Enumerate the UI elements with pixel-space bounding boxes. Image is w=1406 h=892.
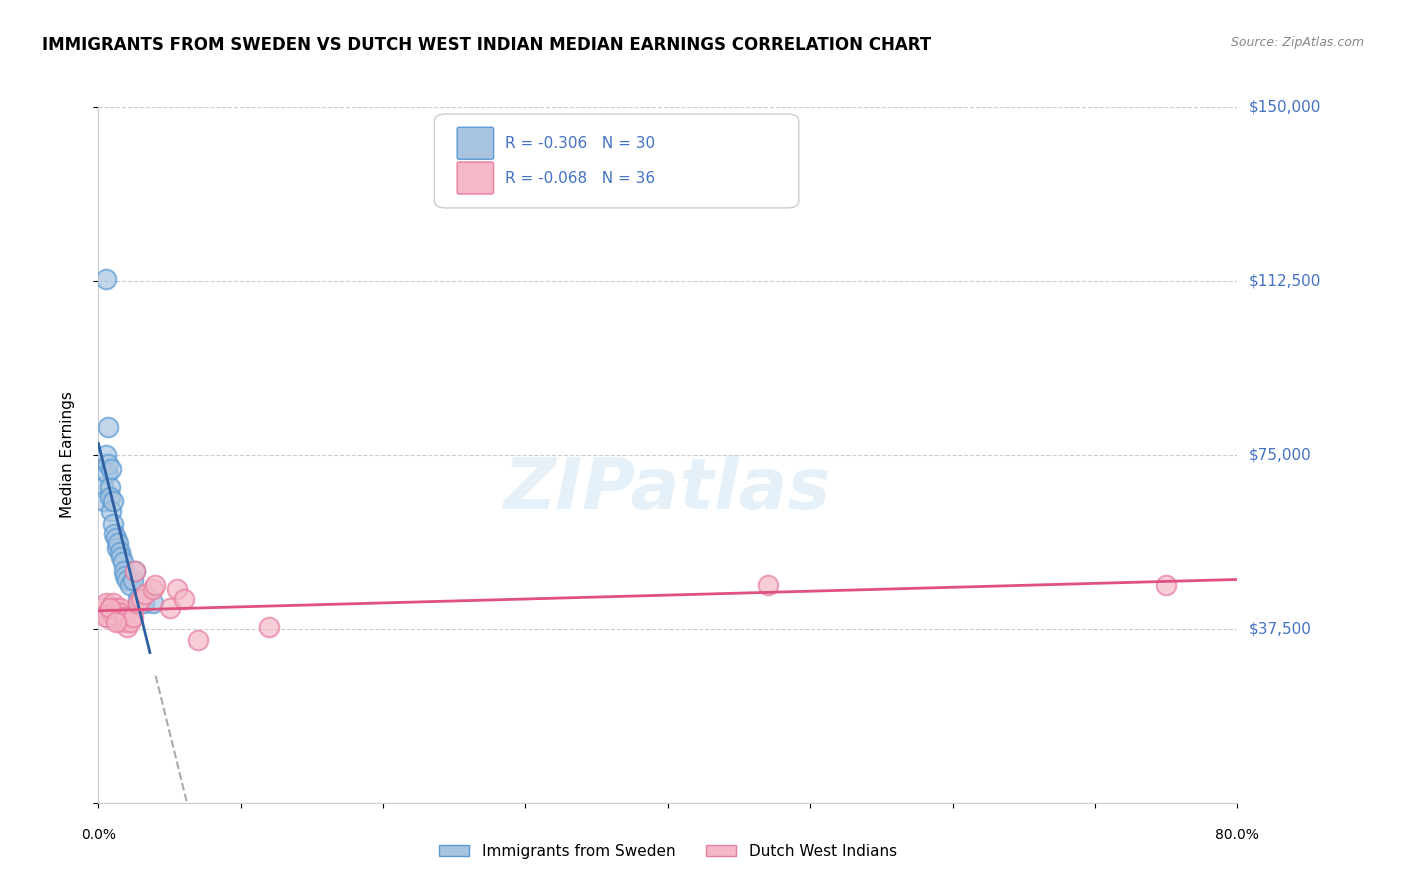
- Point: [97, 420, 120, 434]
- Text: $150,000: $150,000: [1249, 100, 1320, 114]
- Point: [108, 610, 131, 624]
- Text: $75,000: $75,000: [1249, 448, 1312, 462]
- Point: [94, 448, 117, 462]
- Point: [114, 568, 136, 582]
- Point: [132, 596, 155, 610]
- Point: [115, 573, 138, 587]
- Point: [111, 555, 134, 569]
- Text: 0.0%: 0.0%: [82, 828, 115, 842]
- Point: [94, 610, 117, 624]
- Point: [756, 578, 779, 592]
- Point: [127, 591, 149, 606]
- Point: [97, 457, 120, 471]
- Text: Source: ZipAtlas.com: Source: ZipAtlas.com: [1230, 36, 1364, 49]
- Point: [94, 271, 117, 285]
- Point: [108, 601, 131, 615]
- Point: [100, 503, 122, 517]
- Point: [96, 467, 118, 481]
- Y-axis label: Median Earnings: Median Earnings: [60, 392, 75, 518]
- Point: [105, 541, 128, 555]
- FancyBboxPatch shape: [457, 162, 494, 194]
- Point: [101, 596, 124, 610]
- FancyBboxPatch shape: [457, 128, 494, 159]
- Point: [100, 606, 122, 620]
- Point: [124, 564, 146, 578]
- Point: [98, 601, 121, 615]
- Text: $37,500: $37,500: [1249, 622, 1312, 636]
- Point: [110, 606, 132, 620]
- Point: [103, 610, 125, 624]
- Legend: Immigrants from Sweden, Dutch West Indians: Immigrants from Sweden, Dutch West India…: [433, 838, 903, 864]
- Point: [115, 619, 138, 633]
- Point: [93, 494, 115, 508]
- Point: [94, 596, 117, 610]
- Point: [101, 517, 124, 532]
- Point: [121, 610, 143, 624]
- Point: [105, 606, 128, 620]
- Point: [91, 601, 114, 615]
- Point: [118, 615, 141, 629]
- Text: R = -0.306   N = 30: R = -0.306 N = 30: [505, 136, 655, 151]
- Point: [107, 536, 129, 550]
- Point: [121, 573, 143, 587]
- Point: [98, 601, 121, 615]
- Point: [159, 601, 181, 615]
- Point: [104, 615, 127, 629]
- Point: [134, 587, 156, 601]
- Text: IMMIGRANTS FROM SWEDEN VS DUTCH WEST INDIAN MEDIAN EARNINGS CORRELATION CHART: IMMIGRANTS FROM SWEDEN VS DUTCH WEST IND…: [42, 36, 931, 54]
- Point: [97, 610, 120, 624]
- Point: [145, 578, 167, 592]
- Point: [108, 615, 131, 629]
- Point: [98, 490, 121, 504]
- Point: [114, 610, 136, 624]
- Point: [129, 591, 152, 606]
- Point: [104, 532, 127, 546]
- Point: [1154, 578, 1177, 592]
- Point: [104, 601, 127, 615]
- Point: [124, 564, 146, 578]
- Text: $112,500: $112,500: [1249, 274, 1320, 288]
- Point: [100, 462, 122, 476]
- FancyBboxPatch shape: [434, 114, 799, 208]
- Point: [112, 564, 135, 578]
- Point: [118, 578, 141, 592]
- Text: 80.0%: 80.0%: [1215, 828, 1260, 842]
- Point: [112, 615, 135, 629]
- Point: [108, 545, 131, 559]
- Point: [173, 591, 195, 606]
- Point: [141, 596, 163, 610]
- Point: [111, 610, 134, 624]
- Point: [141, 582, 163, 597]
- Point: [101, 494, 124, 508]
- Point: [127, 596, 149, 610]
- Point: [110, 549, 132, 564]
- Point: [98, 480, 121, 494]
- Point: [166, 582, 188, 597]
- Text: R = -0.068   N = 36: R = -0.068 N = 36: [505, 170, 655, 186]
- Point: [107, 610, 129, 624]
- Point: [103, 526, 125, 541]
- Point: [91, 480, 114, 494]
- Point: [96, 606, 118, 620]
- Point: [259, 619, 281, 633]
- Text: ZIPatlas: ZIPatlas: [505, 455, 831, 524]
- Point: [187, 633, 209, 648]
